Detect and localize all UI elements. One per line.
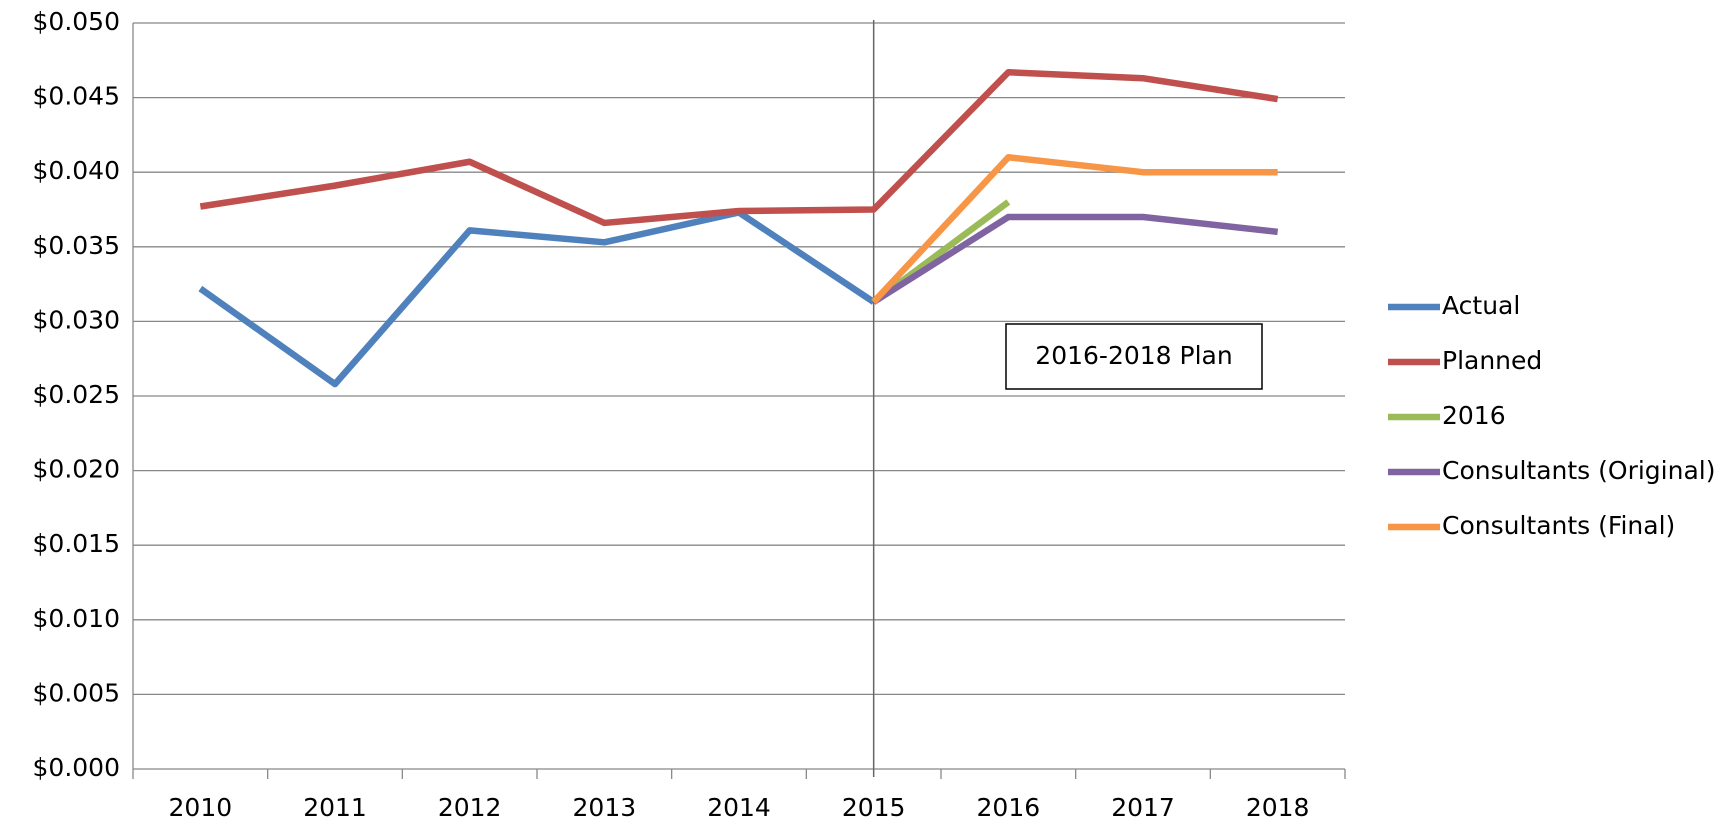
y-tick-label: $0.020 [33, 455, 120, 484]
x-tick-label: 2016 [977, 793, 1041, 822]
series-line [871, 154, 1278, 305]
y-tick-label: $0.030 [33, 305, 120, 334]
y-tick-label: $0.015 [33, 529, 120, 558]
legend-label: Planned [1442, 346, 1542, 375]
x-tick-label: 2014 [707, 793, 771, 822]
y-tick-label: $0.005 [33, 678, 120, 707]
y-tick-label: $0.040 [33, 156, 120, 185]
x-tick-label: 2012 [438, 793, 502, 822]
y-tick-label: $0.035 [33, 231, 120, 260]
annotation: 2016-2018 Plan [1035, 341, 1232, 370]
x-tick-label: 2013 [573, 793, 637, 822]
legend-label: Actual [1442, 291, 1520, 320]
series-line [198, 209, 876, 388]
series-line [871, 213, 1279, 305]
y-tick-label: $0.010 [33, 604, 120, 633]
x-tick-label: 2015 [842, 793, 906, 822]
y-tick-label: $0.050 [33, 7, 120, 36]
annotation-box [1005, 323, 1263, 390]
x-tick-label: 2010 [169, 793, 233, 822]
legend-label: Consultants (Original) [1442, 456, 1716, 485]
series-line [199, 68, 1279, 227]
x-tick-label: 2018 [1246, 793, 1310, 822]
legend-label: Consultants (Final) [1442, 511, 1675, 540]
legend-label: 2016 [1442, 401, 1506, 430]
y-tick-label: $0.045 [33, 82, 120, 111]
x-tick-label: 2011 [303, 793, 367, 822]
y-tick-label: $0.025 [33, 380, 120, 409]
y-tick-label: $0.000 [33, 753, 120, 782]
x-tick-label: 2017 [1111, 793, 1175, 822]
